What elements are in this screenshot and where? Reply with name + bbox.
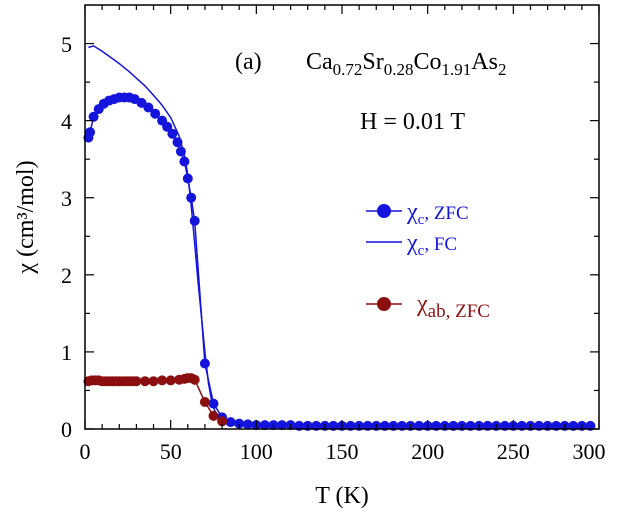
data-point: [150, 108, 161, 119]
data-point: [208, 410, 219, 421]
x-tick-label: 200: [411, 439, 444, 464]
x-tick-label: 150: [326, 439, 359, 464]
ticks-layer: [84, 5, 600, 430]
x-tick-label: 100: [240, 439, 273, 464]
field-label: H = 0.01 T: [360, 109, 465, 135]
series-2: [83, 373, 228, 427]
data-point: [131, 376, 142, 387]
data-point: [234, 418, 245, 429]
data-point: [186, 192, 197, 203]
series-1: [88, 45, 591, 427]
compound-formula: Ca0.72Sr0.28Co1.91As2: [306, 49, 506, 79]
x-tick-label: 50: [160, 439, 182, 464]
data-point: [157, 375, 168, 386]
legend-marker-chi-ab-zfc: [377, 297, 391, 311]
x-tick-label: 300: [573, 439, 606, 464]
legend-entry-chi-c-zfc: χc, ZFC: [366, 199, 469, 228]
y-axis-title: χ (cm³/mol): [13, 160, 39, 274]
legend-entry-chi-ab-zfc: χab, ZFC: [366, 291, 490, 322]
data-point: [199, 358, 210, 369]
legend: χc, ZFC χc, FC χab, ZFC: [366, 199, 490, 322]
data-point: [143, 102, 154, 113]
legend-label-chi-c-zfc: χc, ZFC: [406, 199, 469, 228]
y-tick-label: 1: [61, 340, 72, 365]
series-line: [88, 45, 591, 427]
legend-label-chi-ab-zfc: χab, ZFC: [416, 291, 490, 322]
data-point: [148, 376, 159, 387]
legend-marker-chi-c-zfc: [377, 204, 391, 218]
data-point: [189, 215, 200, 226]
data-point: [88, 111, 99, 122]
data-point: [189, 374, 200, 385]
data-point: [140, 376, 150, 387]
data-layer: [83, 45, 596, 431]
data-point: [85, 127, 96, 138]
y-tick-label: 0: [61, 417, 72, 442]
x-tick-label: 0: [80, 439, 91, 464]
data-point: [179, 156, 190, 167]
panel-label: (a): [235, 49, 262, 75]
x-axis-title: T (K): [315, 483, 369, 509]
y-tick-labels: 0 1 2 3 4 5: [61, 32, 72, 442]
data-point: [217, 416, 228, 427]
legend-entry-chi-c-fc: χc, FC: [366, 230, 457, 259]
y-tick-label: 5: [61, 32, 72, 57]
y-tick-label: 3: [61, 186, 72, 211]
data-point: [162, 121, 173, 132]
data-point: [167, 128, 178, 139]
legend-label-chi-c-fc: χc, FC: [406, 230, 457, 259]
x-tick-labels: 0 50 100 150 200 250 300: [80, 439, 606, 464]
y-tick-label: 2: [61, 263, 72, 288]
y-tick-label: 4: [61, 109, 72, 134]
x-tick-label: 250: [497, 439, 530, 464]
data-point: [165, 375, 176, 386]
data-point: [199, 397, 210, 407]
